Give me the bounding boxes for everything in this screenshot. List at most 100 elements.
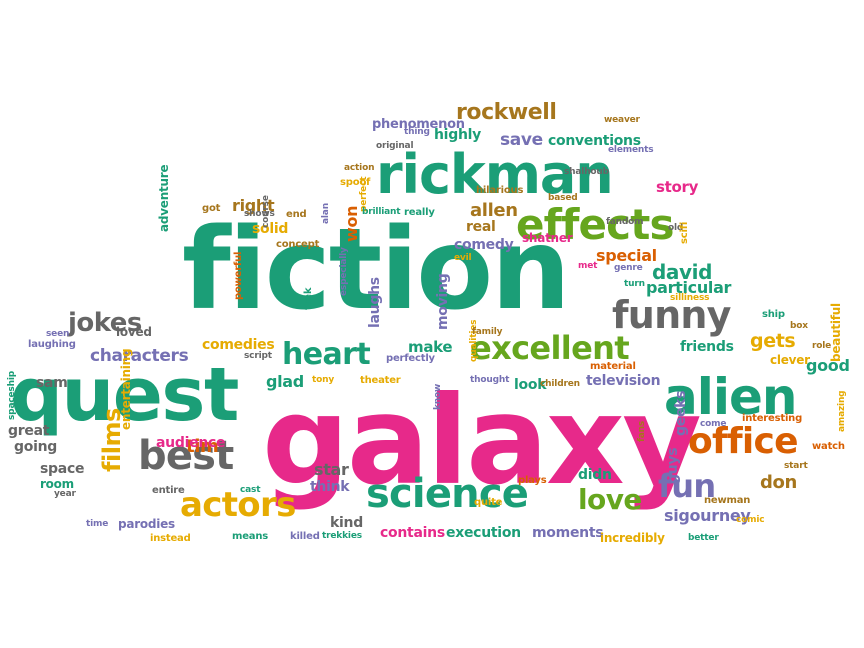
word-material: material (590, 361, 636, 372)
word-genre: genre (614, 263, 643, 273)
word-year: year (54, 489, 76, 499)
word-sam: sam (36, 375, 68, 391)
word-highly: highly (434, 127, 481, 143)
word-don: don (760, 472, 797, 493)
word-brilliant: brilliant (362, 207, 401, 217)
word-scifi: scifi (679, 221, 690, 244)
word-conventions: conventions (548, 133, 641, 149)
word-friends: friends (680, 339, 734, 355)
word-comic: comic (736, 515, 765, 525)
word-role: role (812, 341, 832, 351)
word-amazing: amazing (837, 390, 847, 432)
word-save: save (500, 130, 543, 150)
word-shatner: shatner (522, 231, 573, 245)
word-tony: tony (312, 375, 335, 385)
word-characters: characters (90, 346, 189, 366)
word-moments: moments (532, 525, 604, 541)
word-contains: contains (380, 525, 445, 541)
word-shalhoub: shalhoub (564, 167, 609, 177)
word-galaxy: galaxy (262, 370, 702, 512)
word-quest: quest (10, 352, 239, 438)
word-didn: didn (578, 467, 612, 483)
word-perfectly: perfectly (386, 353, 435, 364)
word-great: great (8, 423, 50, 439)
word-script: script (244, 351, 272, 361)
word-loved: loved (116, 325, 152, 339)
word-box: box (790, 321, 808, 331)
word-shows: shows (244, 209, 275, 219)
word-rickman: rickman (376, 143, 614, 206)
word-office: office (688, 421, 799, 462)
word-turn: turn (624, 279, 645, 289)
word-theater: theater (360, 375, 401, 386)
word-love: love (578, 483, 642, 516)
word-funny: funny (612, 293, 731, 337)
word-actors: actors (180, 485, 296, 525)
word-trekkies: trekkies (322, 531, 362, 541)
word-heart: heart (282, 337, 371, 372)
word-clever: clever (770, 353, 810, 367)
word-audience: audience (156, 435, 226, 451)
word-allen: allen (470, 200, 518, 221)
word-parodies: parodies (118, 517, 175, 531)
word-comedy: comedy (454, 237, 514, 253)
word-particular: particular (646, 278, 732, 297)
word-going: going (14, 439, 58, 455)
word-family: family (472, 327, 503, 337)
word-make: make (408, 338, 453, 356)
word-come: come (700, 419, 727, 429)
word-solid: solid (252, 221, 289, 237)
word-killed: killed (290, 531, 320, 542)
word-know: know (433, 383, 443, 410)
word-sigourney: sigourney (664, 506, 751, 525)
word-special: special (596, 246, 657, 265)
word-space: space (40, 461, 85, 477)
word-instead: instead (150, 533, 191, 544)
word-end: end (286, 209, 307, 220)
word-old: old (668, 223, 684, 233)
word-course: course (261, 195, 271, 228)
word-met: met (578, 261, 598, 271)
word-glad: glad (266, 372, 304, 391)
word-story: story (656, 178, 699, 196)
word-incredibly: incredibly (600, 531, 665, 545)
word-entire: entire (152, 485, 185, 496)
word-better: better (688, 533, 719, 543)
word-geeks: geeks (673, 390, 689, 436)
word-guys: guys (665, 447, 681, 484)
word-room: room (40, 477, 74, 491)
word-kind: kind (330, 515, 363, 531)
word-won: won (342, 205, 361, 242)
word-children: children (540, 379, 580, 389)
word-best: best (138, 433, 234, 479)
word-alien: alien (664, 368, 798, 426)
word-elements: elements (608, 145, 654, 155)
word-good: good (806, 356, 850, 375)
word-rockwell: rockwell (456, 100, 557, 125)
word-interesting: interesting (742, 413, 803, 424)
word-means: means (232, 531, 269, 542)
word-plays: plays (518, 475, 547, 486)
word-fandom: fandom (606, 217, 644, 227)
word-thought: thought (470, 375, 510, 385)
word-david: david (652, 260, 713, 284)
word-action: action (344, 163, 375, 173)
word-gets: gets (750, 330, 796, 352)
word-right: right (232, 196, 275, 215)
word-original: original (376, 141, 414, 151)
word-moving: moving (435, 273, 451, 330)
word-quite: quite (474, 497, 503, 508)
word-seen: seen (46, 329, 70, 339)
word-thing: thing (404, 127, 430, 137)
word-watch: watch (812, 441, 845, 452)
word-real: real (466, 219, 496, 235)
word-excellent: excellent (470, 329, 630, 367)
word-trek: trek (303, 287, 314, 310)
word-comedies: comedies (202, 337, 275, 353)
word-start: start (784, 461, 808, 471)
word-hilarious: hilarious (476, 185, 524, 196)
word-jokes: jokes (68, 308, 142, 338)
word-time: time (86, 519, 109, 529)
word-execution: execution (446, 525, 521, 541)
